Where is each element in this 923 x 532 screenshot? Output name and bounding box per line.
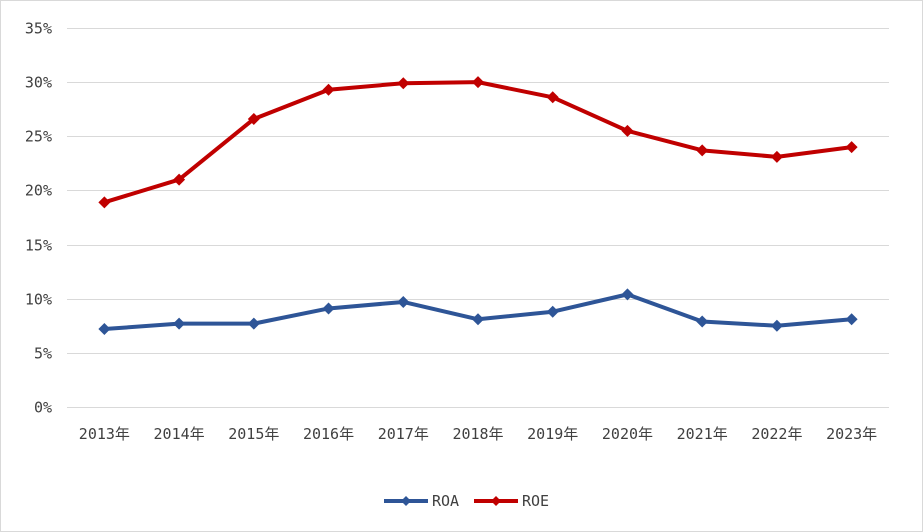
y-tick-label: 20% bbox=[25, 182, 52, 200]
roe-point-2013年 bbox=[98, 196, 111, 209]
legend-marker-roe bbox=[491, 496, 501, 506]
x-tick-label: 2018年 bbox=[452, 425, 503, 443]
x-tick-label: 2022年 bbox=[751, 425, 802, 443]
roe-point-2023年 bbox=[845, 141, 858, 154]
roe-point-2015年 bbox=[247, 112, 260, 125]
roe-point-2020年 bbox=[621, 124, 634, 137]
roa-point-2016年 bbox=[322, 302, 335, 315]
y-tick-label: 10% bbox=[25, 291, 52, 309]
roa-point-2021年 bbox=[696, 315, 709, 328]
roa-point-2013年 bbox=[98, 323, 111, 336]
roa-point-2018年 bbox=[472, 313, 484, 326]
legend-item-roe: ROE bbox=[474, 492, 549, 510]
y-tick-label: 30% bbox=[25, 74, 52, 92]
series-roe bbox=[98, 76, 858, 209]
y-tick-label: 25% bbox=[25, 128, 52, 146]
roa-point-2023年 bbox=[845, 313, 858, 326]
roe-point-2014年 bbox=[173, 173, 186, 186]
roa-point-2017年 bbox=[397, 295, 410, 308]
y-tick-label: 35% bbox=[25, 20, 52, 38]
legend-label-roe: ROE bbox=[522, 492, 549, 510]
series-group bbox=[98, 76, 858, 336]
y-tick-label: 15% bbox=[25, 237, 52, 255]
series-roa bbox=[98, 288, 858, 336]
roe-point-2016年 bbox=[322, 83, 335, 96]
x-tick-label: 2014年 bbox=[154, 425, 205, 443]
x-tick-label: 2013年 bbox=[79, 425, 130, 443]
y-axis: 0% 5% 10% 15% 20% 25% 30% 35% bbox=[25, 20, 52, 417]
x-axis: 2013年 2014年 2015年 2016年 2017年 2018年 2019年 2020年… bbox=[79, 425, 877, 443]
roe-point-2018年 bbox=[472, 76, 484, 89]
roe-point-2022年 bbox=[770, 150, 783, 163]
x-tick-label: 2016年 bbox=[303, 425, 354, 443]
roa-point-2015年 bbox=[247, 317, 260, 330]
y-tick-label: 5% bbox=[34, 345, 52, 363]
roe-point-2019年 bbox=[546, 91, 559, 104]
roe-point-2021年 bbox=[696, 144, 709, 157]
roa-point-2014年 bbox=[173, 317, 186, 330]
x-tick-label: 2021年 bbox=[677, 425, 728, 443]
x-tick-label: 2023年 bbox=[826, 425, 877, 443]
legend-item-roa: ROA bbox=[384, 492, 459, 510]
roa-point-2022年 bbox=[770, 319, 783, 332]
legend: ROA ROE bbox=[384, 492, 549, 510]
y-tick-label: 0% bbox=[34, 399, 52, 417]
roe-line bbox=[102, 80, 854, 205]
x-tick-label: 2020年 bbox=[602, 425, 653, 443]
x-tick-label: 2019年 bbox=[527, 425, 578, 443]
roe-point-2017年 bbox=[397, 77, 410, 90]
gridlines bbox=[67, 28, 889, 408]
roa-point-2019年 bbox=[546, 305, 559, 318]
x-tick-label: 2017年 bbox=[378, 425, 429, 443]
x-tick-label: 2015年 bbox=[228, 425, 279, 443]
roa-point-2020年 bbox=[621, 288, 634, 301]
legend-marker-roa bbox=[401, 496, 411, 506]
legend-label-roa: ROA bbox=[432, 492, 459, 510]
